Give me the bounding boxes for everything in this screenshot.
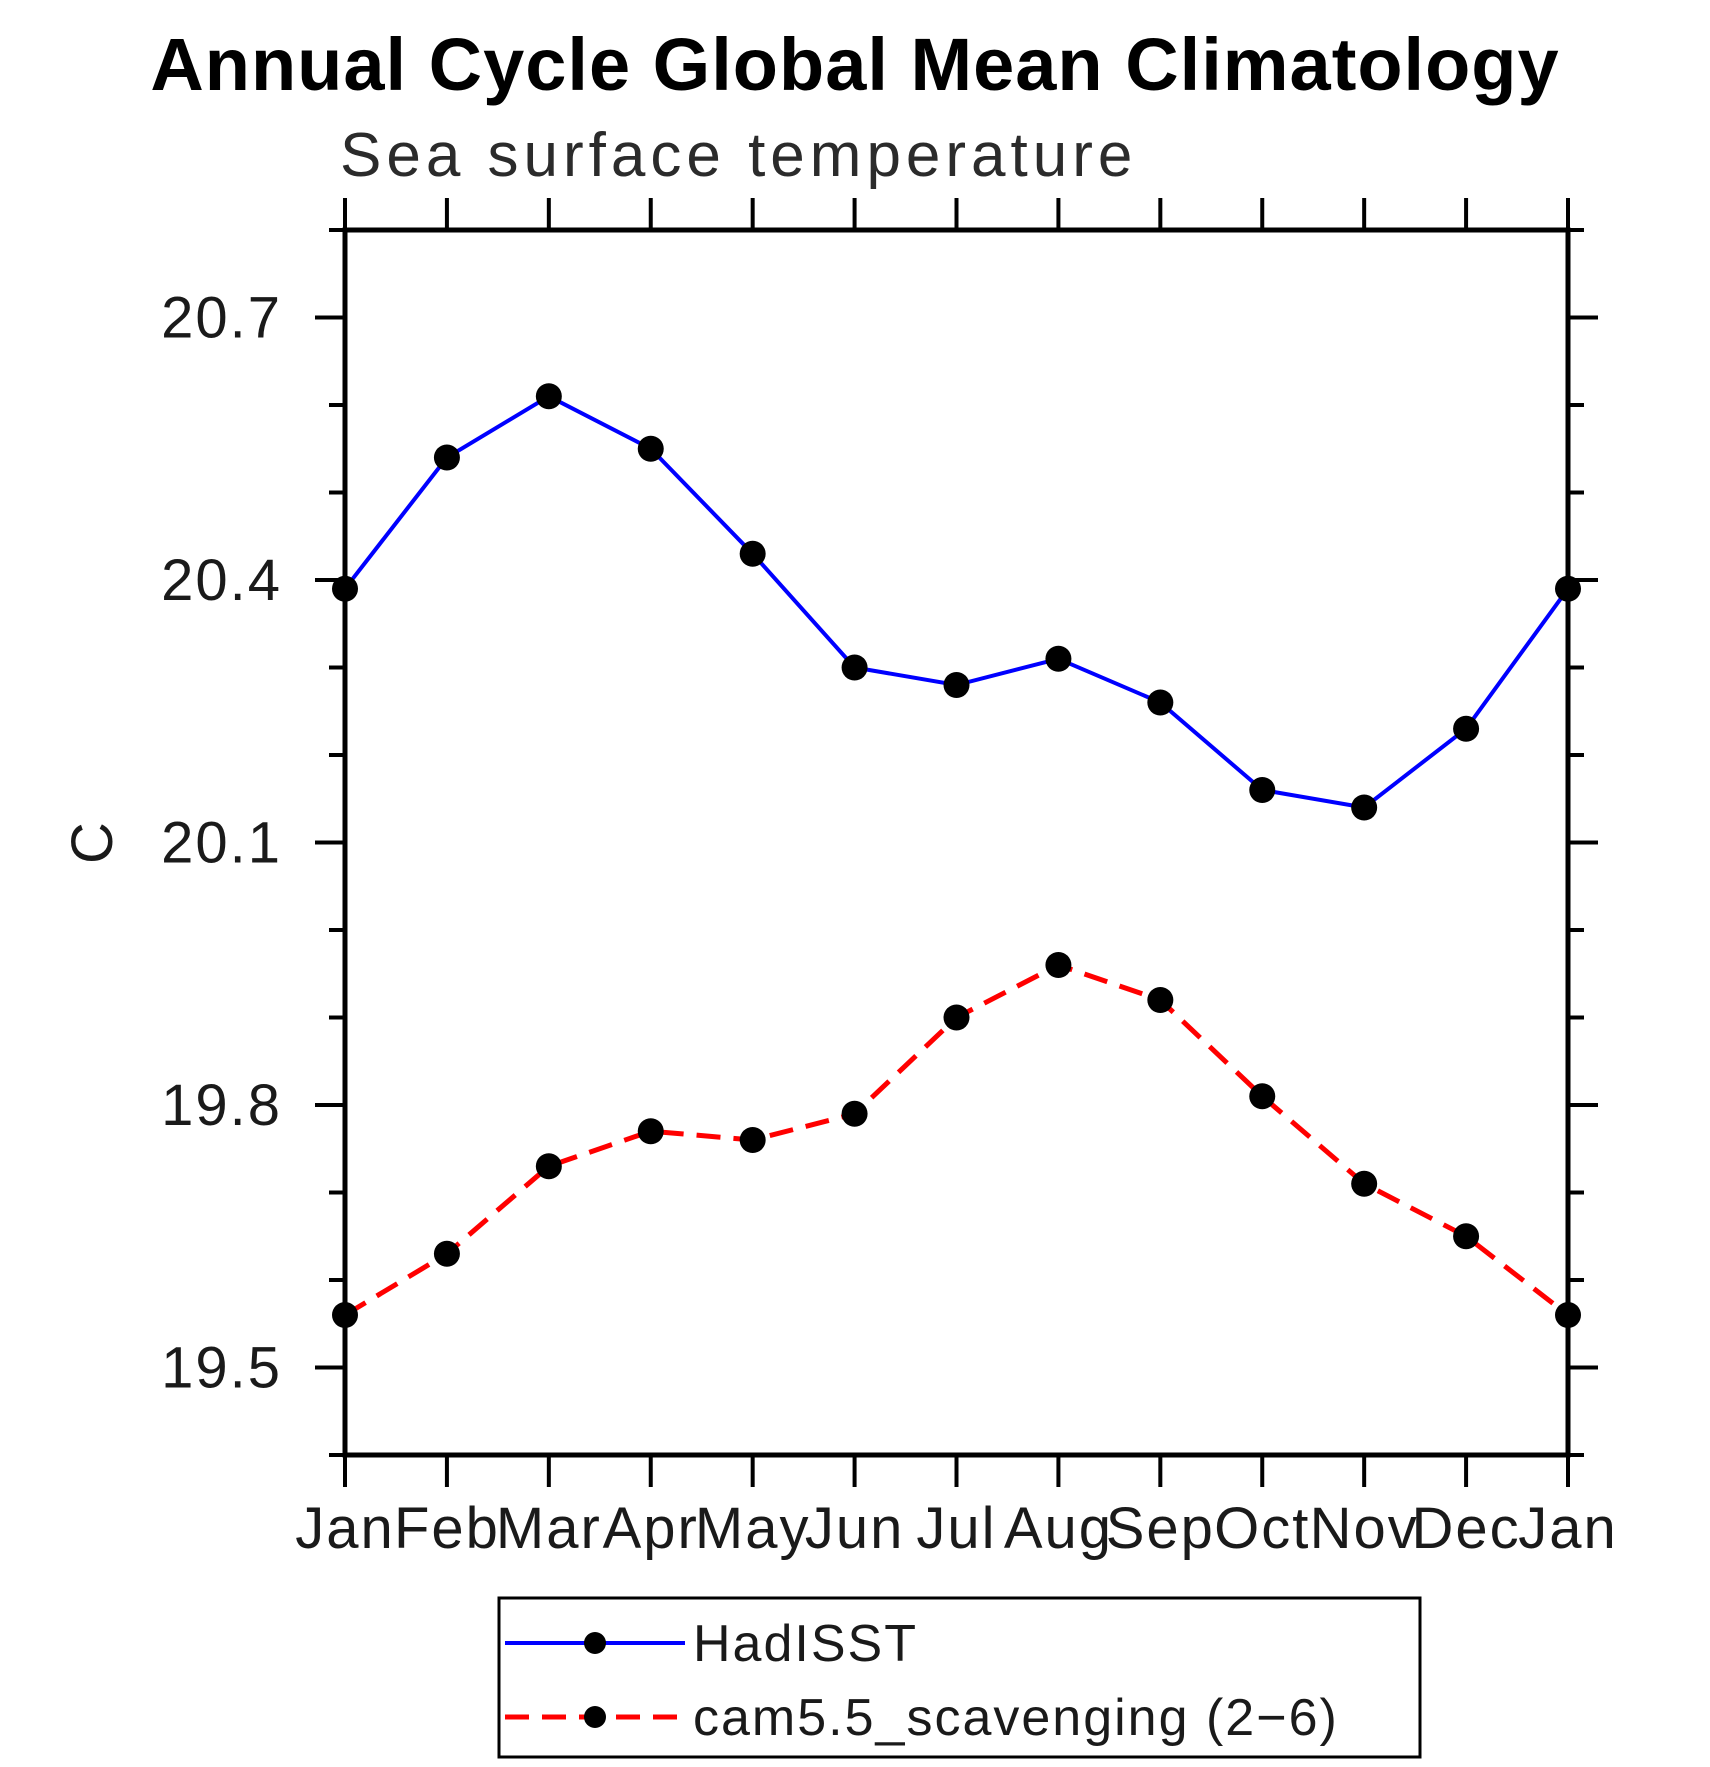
data-point-marker (637, 435, 664, 462)
plot-box (342, 227, 1571, 1458)
data-point-marker (1249, 777, 1276, 803)
data-point-marker (1045, 645, 1072, 672)
series-cam55-scavenging (332, 952, 1581, 1328)
data-point-marker (332, 575, 358, 602)
y-tick-label: 20.1 (161, 811, 282, 876)
x-tick-label: Jan (1518, 1496, 1618, 1561)
x-axis-ticks (343, 198, 1570, 1487)
data-point-marker (841, 1100, 868, 1127)
x-tick-label: Aug (1004, 1496, 1113, 1561)
data-point-marker (1453, 1223, 1480, 1250)
x-tick-label: Dec (1412, 1496, 1521, 1561)
data-point-marker (637, 1118, 664, 1145)
data-point-marker (841, 654, 868, 681)
y-axis-title: C (60, 820, 125, 864)
y-axis-ticks (315, 228, 1598, 1457)
y-tick-label: 19.5 (161, 1336, 282, 1401)
x-tick-label: Jun (805, 1496, 905, 1561)
x-tick-label: May (695, 1496, 811, 1561)
chart-title: Annual Cycle Global Mean Climatology (150, 23, 1559, 106)
y-tick-label: 20.4 (161, 548, 282, 613)
x-tick-label: Mar (496, 1496, 602, 1561)
data-point-marker (535, 383, 562, 410)
legend: HadISST cam5.5_scavenging (2−6) (497, 1596, 1422, 1759)
x-tick-label: Sep (1106, 1496, 1215, 1561)
data-point-marker (1249, 1083, 1276, 1110)
legend-entry-label: cam5.5_scavenging (2−6) (693, 1689, 1339, 1747)
x-tick-label: Jul (916, 1496, 996, 1561)
data-point-marker (535, 1153, 562, 1180)
x-tick-label: Apr (603, 1496, 699, 1561)
legend-entry-label: HadISST (693, 1615, 918, 1673)
data-point-marker (1045, 952, 1072, 978)
data-point-marker (943, 1004, 970, 1031)
series-line (343, 394, 1570, 810)
chart-subtitle: Sea surface temperature (340, 121, 1137, 190)
data-point-marker (1555, 575, 1581, 602)
x-tick-label: Feb (394, 1496, 500, 1561)
data-point-marker (1147, 689, 1174, 716)
data-point-marker (739, 540, 766, 567)
x-tick-label: Oct (1214, 1496, 1310, 1561)
x-tick-label: Nov (1310, 1496, 1419, 1561)
legend-box (497, 1596, 1422, 1759)
legend-marker-dot (584, 1632, 606, 1654)
x-tick-label: Jan (295, 1496, 395, 1561)
y-tick-label: 19.8 (161, 1073, 282, 1138)
data-point-marker (1351, 794, 1378, 821)
series-hadisst (332, 383, 1581, 821)
data-point-marker (1555, 1302, 1581, 1328)
data-point-marker (1351, 1170, 1378, 1197)
data-point-marker (943, 672, 970, 698)
y-tick-labels: 19.5 19.8 20.1 20.4 20.7 (161, 286, 282, 1401)
data-point-marker (739, 1127, 766, 1153)
data-point-marker (1147, 987, 1174, 1013)
data-point-marker (433, 444, 460, 471)
y-tick-label: 20.7 (161, 286, 282, 351)
data-point-marker (433, 1240, 460, 1267)
data-point-marker (332, 1302, 358, 1328)
legend-marker-dot (584, 1706, 606, 1728)
data-point-marker (1453, 715, 1480, 742)
